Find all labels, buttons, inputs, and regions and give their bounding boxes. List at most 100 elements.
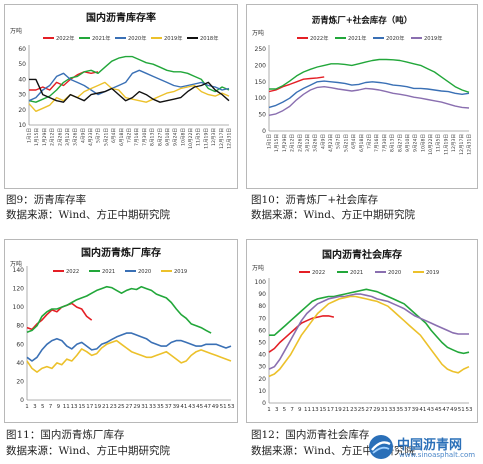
chart-4-x-tick: 47 bbox=[442, 407, 449, 413]
chart-1-x-tick: 9月24日 bbox=[173, 128, 179, 146]
chart-3-y-tick: 100 bbox=[13, 304, 25, 311]
chart-2-unit: 万吨 bbox=[252, 29, 264, 37]
chart-1-x-tick: 6月18日 bbox=[119, 128, 125, 146]
chart-2-y-tick: 0 bbox=[262, 128, 266, 135]
chart-1-x-tick: 7月30日 bbox=[142, 128, 148, 146]
chart-1-legend-label: 2018年 bbox=[200, 34, 218, 42]
chart-4-x-tick: 13 bbox=[312, 407, 319, 413]
chart-3-x-tick: 19 bbox=[94, 404, 101, 410]
chart-3-x-tick: 37 bbox=[165, 404, 172, 410]
chart-3-x-tick: 39 bbox=[173, 404, 180, 410]
chart-4-x-tick: 27 bbox=[366, 407, 373, 413]
chart-1-y-tick: 10 bbox=[18, 122, 26, 129]
chart-3-legend-label: 2019 bbox=[174, 269, 187, 275]
chart-4-legend-label: 2021 bbox=[350, 270, 363, 276]
chart-1-legend-label: 2019年 bbox=[164, 34, 182, 42]
chart-1-legend-label: 2022年 bbox=[56, 34, 74, 42]
chart-3-x-tick: 51 bbox=[220, 404, 227, 410]
chart-3-x-tick: 11 bbox=[63, 404, 70, 410]
chart-4-x-tick: 17 bbox=[327, 407, 334, 413]
chart-4-x-tick: 9 bbox=[298, 407, 302, 413]
chart-3-y-tick: 80 bbox=[16, 323, 24, 330]
chart-3-x-tick: 27 bbox=[126, 404, 133, 410]
chart-2-x-tick: 12月17日 bbox=[459, 134, 465, 155]
chart-3-legend-label: 2021 bbox=[102, 269, 115, 275]
chart-2-y-tick: 50 bbox=[258, 112, 266, 119]
chart-3-caption: 图11：国内沥青炼厂库存 bbox=[6, 429, 125, 441]
chart-2-x-tick: 9月10日 bbox=[405, 134, 411, 152]
asphalt-network-logo-icon bbox=[369, 435, 393, 459]
chart-3-series-2021 bbox=[26, 285, 212, 334]
chart-3-x-tick: 33 bbox=[149, 404, 156, 410]
chart-1-x-tick: 8月13日 bbox=[150, 128, 156, 146]
chart-2-x-tick: 6月18日 bbox=[359, 134, 365, 152]
watermark-title: 中国沥青网 bbox=[397, 438, 463, 453]
chart-1-unit: 万吨 bbox=[10, 27, 22, 35]
chart-2-x-tick: 1月29日 bbox=[282, 134, 288, 152]
chart-1-y-tick: 30 bbox=[18, 92, 26, 99]
chart-3-x-tick: 17 bbox=[86, 404, 93, 410]
chart-1-series-2018年 bbox=[29, 78, 230, 103]
chart-1-x-tick: 9月10日 bbox=[165, 128, 171, 146]
chart-2-x-tick: 9月24日 bbox=[413, 134, 419, 152]
chart-4-legend-label: 2022 bbox=[312, 270, 325, 276]
chart-3-x-tick: 9 bbox=[57, 404, 61, 410]
chart-1-x-tick: 10月8日 bbox=[180, 128, 186, 146]
chart-4-y-tick: 50 bbox=[258, 340, 266, 347]
chart-3-x-tick: 49 bbox=[212, 404, 219, 410]
chart-3-y-tick: 120 bbox=[13, 286, 25, 293]
chart-4-x-tick: 7 bbox=[290, 407, 294, 413]
chart-2-series-2020年 bbox=[268, 80, 470, 109]
chart-4-x-tick: 21 bbox=[342, 407, 349, 413]
chart-4-y-tick: 100 bbox=[255, 279, 267, 286]
chart-4-x-tick: 5 bbox=[283, 407, 287, 413]
chart-3-x-tick: 21 bbox=[102, 404, 109, 410]
chart-4-y-tick: 40 bbox=[258, 352, 266, 359]
chart-4-x-tick: 23 bbox=[350, 407, 357, 413]
chart-2-y-tick: 250 bbox=[255, 46, 267, 53]
chart-1-x-tick: 4月23日 bbox=[88, 128, 94, 146]
chart-2-x-tick: 6月4日 bbox=[351, 134, 357, 149]
chart-2-x-tick: 2月12日 bbox=[290, 134, 296, 152]
chart-1-source: 数据来源：Wind、方正中期研究院 bbox=[6, 209, 170, 221]
chart-2-x-tick: 3月12日 bbox=[305, 134, 311, 152]
chart-1-x-tick: 7月2日 bbox=[127, 128, 133, 143]
chart-1-x-tick: 11月19日 bbox=[203, 128, 209, 149]
chart-4-x-tick: 19 bbox=[335, 407, 342, 413]
chart-1-x-tick: 5月21日 bbox=[103, 128, 109, 146]
chart-3-y-tick: 20 bbox=[16, 378, 24, 385]
chart-2-legend-label: 2019年 bbox=[424, 34, 442, 42]
chart-2-frame: 沥青炼厂+社会库存（吨） 万吨 0 50 100 150 200 250 1月1日 1月15日 1月… bbox=[246, 4, 478, 189]
chart-2-x-tick: 2月26日 bbox=[297, 134, 303, 152]
chart-4-frame: 国内沥青社会库存 万吨 0 10 20 30 40 50 60 70 80 90 100 1 3 5 7 9 11 1… bbox=[246, 239, 478, 423]
chart-1-x-tick: 1月29日 bbox=[42, 128, 48, 146]
chart-4-x-tick: 1 bbox=[267, 407, 271, 413]
chart-4-x-tick: 51 bbox=[458, 407, 465, 413]
chart-4-x-tick: 53 bbox=[466, 407, 473, 413]
chart-4-x-tick: 45 bbox=[435, 407, 442, 413]
chart-2-svg: 沥青炼厂+社会库存（吨） 万吨 0 50 100 150 200 250 1月1日 1月15日 1月… bbox=[252, 15, 473, 155]
chart-2-caption: 图10：沥青炼厂+社会库存 bbox=[251, 194, 379, 206]
chart-4-x-tick: 29 bbox=[373, 407, 380, 413]
chart-4-y-tick: 80 bbox=[258, 303, 266, 310]
chart-4-x-tick: 31 bbox=[381, 407, 388, 413]
chart-3-source: 数据来源：Wind、方正中期研究院 bbox=[6, 445, 170, 457]
chart-2-x-tick: 4月9日 bbox=[320, 134, 326, 149]
chart-1-caption: 图9：沥青库存率 bbox=[6, 194, 87, 206]
chart-3-y-tick: 140 bbox=[13, 267, 25, 274]
chart-3-y-tick: 60 bbox=[16, 341, 24, 348]
chart-1-x-tick: 3月26日 bbox=[73, 128, 79, 146]
chart-2-title: 沥青炼厂+社会库存（吨） bbox=[312, 15, 413, 26]
chart-4-x-tick: 15 bbox=[319, 407, 326, 413]
chart-3-title: 国内沥青炼厂库存 bbox=[81, 246, 161, 259]
chart-3-x-tick: 45 bbox=[196, 404, 203, 410]
chart-2-legend-label: 2022年 bbox=[310, 34, 328, 42]
chart-1-legend-label: 2021年 bbox=[92, 34, 110, 42]
chart-1-y-tick: 40 bbox=[18, 76, 26, 83]
chart-4-x-tick: 39 bbox=[412, 407, 419, 413]
chart-1-title: 国内沥青库存率 bbox=[86, 11, 156, 24]
chart-1-x-tick: 12月3日 bbox=[211, 128, 217, 146]
chart-2-x-tick: 12月31日 bbox=[467, 134, 473, 155]
